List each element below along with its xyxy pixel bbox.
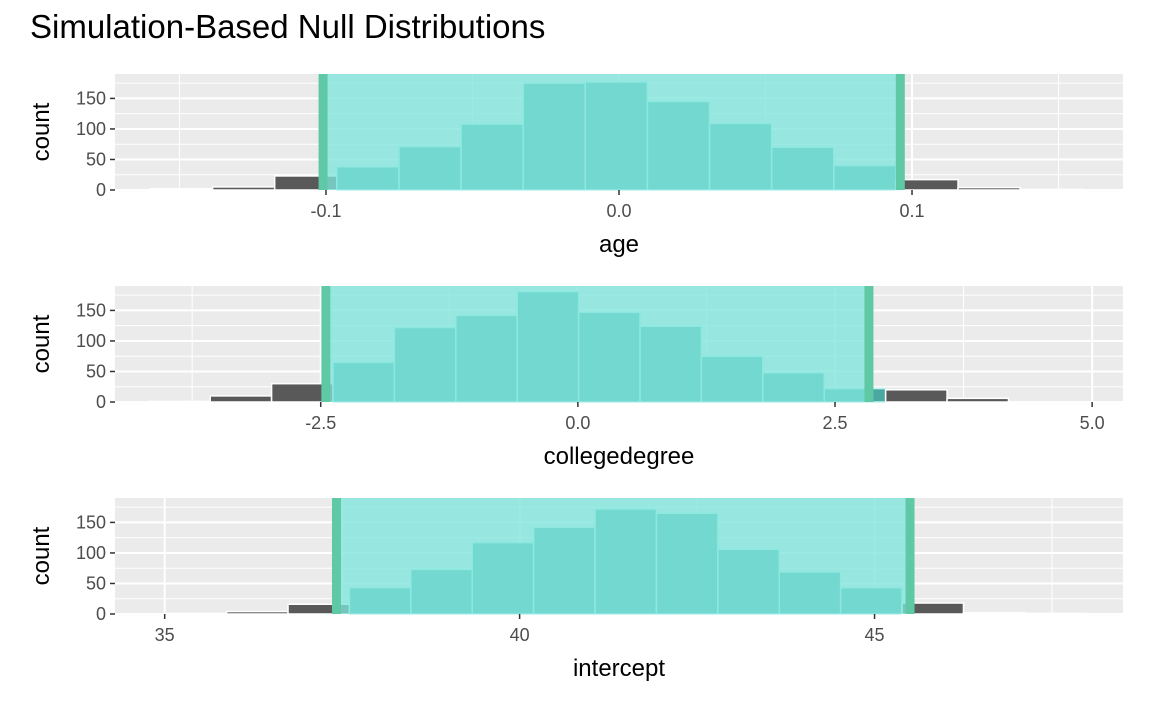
panel-1-x-tick-label: 0.0 bbox=[606, 201, 631, 221]
panel-2-x-tick-label: 0.0 bbox=[565, 413, 590, 433]
panel-3-ci-shaded-region bbox=[336, 498, 911, 614]
panel-3-y-tick-label: 50 bbox=[86, 573, 106, 593]
panel-1-histogram-bar bbox=[1019, 188, 1084, 191]
panel-3-histogram-bar bbox=[225, 610, 289, 615]
panel-3-y-tick-label: 0 bbox=[96, 604, 106, 624]
panel-2-x-axis-title: collegedegree bbox=[544, 443, 695, 470]
panel-2-histogram-bar bbox=[946, 397, 1010, 403]
panel-3-x-axis-title: intercept bbox=[573, 655, 665, 682]
panel-2-histogram-bar bbox=[148, 400, 211, 403]
panel-1-x-tick-label: -0.1 bbox=[310, 201, 341, 221]
panel-1-histogram-bar bbox=[957, 186, 1021, 191]
page-title: Simulation-Based Null Distributions bbox=[30, 8, 546, 45]
panel-3-y-tick-label: 150 bbox=[76, 512, 106, 532]
panel-2-x-tick-label: 2.5 bbox=[822, 413, 847, 433]
panel-1-y-tick-label: 100 bbox=[76, 119, 106, 139]
panel-2-y-axis-title: count bbox=[28, 314, 55, 373]
panel-3-histogram-bar bbox=[962, 612, 1026, 615]
panel-1-x-axis-title: age bbox=[599, 231, 639, 258]
panel-3-y-axis-title: count bbox=[28, 526, 55, 585]
panel-3-x-tick-label: 35 bbox=[155, 625, 175, 645]
panel-1-histogram-bar bbox=[149, 188, 214, 191]
panel-2-y-tick-label: 100 bbox=[76, 331, 106, 351]
panel-1-y-tick-label: 50 bbox=[86, 149, 106, 169]
panel-3-x-tick-label: 40 bbox=[510, 625, 530, 645]
panel-1-y-axis-title: count bbox=[28, 102, 55, 161]
panel-1-histogram-bar bbox=[895, 178, 959, 191]
panel-2-x-tick-label: -2.5 bbox=[305, 413, 336, 433]
panel-3-histogram-bar bbox=[1024, 612, 1088, 615]
panel-1-histogram-bar bbox=[211, 186, 276, 191]
panel-2-histogram-bar bbox=[884, 389, 948, 403]
panel-1-y-tick-label: 0 bbox=[96, 180, 106, 200]
panel-3-y-tick-label: 100 bbox=[76, 543, 106, 563]
panel-1-ci-shaded-region bbox=[323, 74, 901, 190]
panel-2-histogram-bar bbox=[209, 395, 273, 403]
panel-1-y-tick-label: 150 bbox=[76, 88, 106, 108]
panel-1-x-tick-label: 0.1 bbox=[900, 201, 925, 221]
panel-3-x-tick-label: 45 bbox=[865, 625, 885, 645]
panel-2-y-tick-label: 0 bbox=[96, 392, 106, 412]
panel-3-histogram-bar bbox=[164, 612, 228, 615]
panel-2-y-tick-label: 50 bbox=[86, 361, 106, 381]
panel-2-x-tick-label: 5.0 bbox=[1080, 413, 1105, 433]
panel-2-y-tick-label: 150 bbox=[76, 300, 106, 320]
panel-2-ci-shaded-region bbox=[325, 286, 869, 402]
